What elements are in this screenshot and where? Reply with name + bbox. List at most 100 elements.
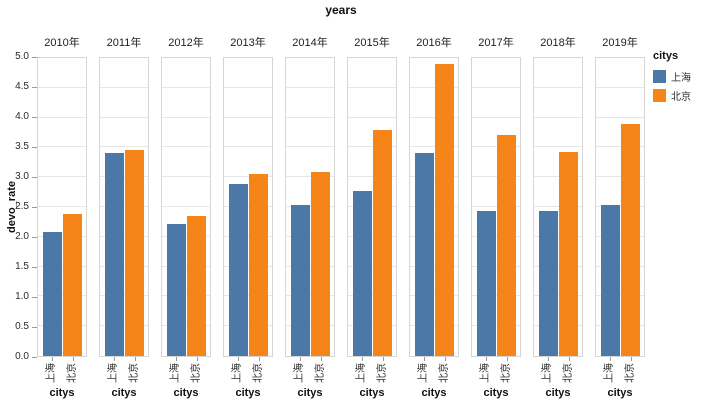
x-tick-label: 上海 <box>418 363 429 383</box>
plot-panel <box>471 57 521 357</box>
x-tick-labels: 上海 北京 <box>223 357 273 387</box>
y-tick-label: 1.0 <box>15 291 29 302</box>
bar-shanghai <box>477 211 496 356</box>
y-tick-mark <box>32 357 37 358</box>
x-tick-label: 北京 <box>625 363 636 383</box>
gridline <box>596 176 644 178</box>
x-tick-mark <box>507 357 508 361</box>
y-tick-label: 4.0 <box>15 111 29 122</box>
y-tick-mark <box>32 327 37 328</box>
x-tick-label: 北京 <box>67 363 78 383</box>
x-tick-label: 上海 <box>170 363 181 383</box>
x-axis-title: citys <box>235 387 261 399</box>
gridline <box>100 146 148 148</box>
facet-header-label: 2015年 <box>354 37 390 49</box>
gridline <box>286 176 334 178</box>
x-axis-title: citys <box>297 387 323 399</box>
x-tick-label: 北京 <box>377 363 388 383</box>
x-tick-mark <box>114 357 115 361</box>
gridline <box>596 86 644 88</box>
gridline <box>38 146 86 148</box>
facet-header-label: 2013年 <box>230 37 266 49</box>
x-tick-mark <box>631 357 632 361</box>
gridline <box>38 86 86 88</box>
gridline <box>410 116 458 118</box>
gridline <box>162 325 210 327</box>
x-tick-label: 上海 <box>108 363 119 383</box>
legend-item: 北京 <box>653 88 701 103</box>
facet-header-label: 2014年 <box>292 37 328 49</box>
x-axis-title: citys <box>111 387 137 399</box>
facet-panel: 2010年 上海 北京 citys <box>37 25 87 403</box>
x-tick-mark <box>73 357 74 361</box>
bar-beijing <box>125 150 144 356</box>
facet-header-label: 2019年 <box>602 37 638 49</box>
bar-shanghai <box>539 210 558 356</box>
bar-beijing <box>187 215 206 356</box>
gridline <box>286 146 334 148</box>
bar-beijing <box>621 124 640 356</box>
x-tick-mark <box>135 357 136 361</box>
gridline <box>38 295 86 297</box>
bar-shanghai <box>291 205 310 356</box>
gridline <box>534 325 582 327</box>
legend-title: citys <box>653 50 679 62</box>
x-tick-mark <box>362 357 363 361</box>
bar-beijing <box>249 173 268 356</box>
x-tick-label: 上海 <box>46 363 57 383</box>
y-tick-mark <box>32 207 37 208</box>
gridline <box>534 146 582 148</box>
x-tick-mark <box>300 357 301 361</box>
y-tick-label: 2.0 <box>15 231 29 242</box>
bar-beijing <box>311 172 330 356</box>
gridline <box>472 206 520 207</box>
gridline <box>162 206 210 207</box>
gridline <box>38 235 86 237</box>
x-tick-mark <box>321 357 322 361</box>
x-tick-mark <box>176 357 177 361</box>
gridline <box>534 176 582 178</box>
x-tick-label: 上海 <box>232 363 243 383</box>
plot-panel <box>347 57 397 357</box>
x-axis-title: citys <box>173 387 199 399</box>
x-tick-label: 北京 <box>563 363 574 383</box>
x-tick-labels: 上海 北京 <box>37 357 87 387</box>
y-tick-label: 0.5 <box>15 321 29 332</box>
gridline <box>162 146 210 148</box>
gridline <box>472 116 520 118</box>
facet-panel: 2016年 上海 北京 citys <box>409 25 459 403</box>
y-tick-label: 1.5 <box>15 261 29 272</box>
y-tick-mark <box>32 267 37 268</box>
gridline <box>224 325 272 327</box>
facet-panel: 2012年 上海 北京 citys <box>161 25 211 403</box>
plot-panel <box>37 57 87 357</box>
gridline <box>100 86 148 88</box>
x-tick-mark <box>548 357 549 361</box>
facet-header-label: 2012年 <box>168 37 204 49</box>
gridline <box>100 325 148 327</box>
gridline <box>100 295 148 297</box>
gridline <box>410 265 458 267</box>
gridline <box>38 325 86 327</box>
gridline <box>286 206 334 207</box>
bar-shanghai <box>229 184 248 356</box>
plot-panel <box>533 57 583 357</box>
x-tick-labels: 上海 北京 <box>471 357 521 387</box>
facet-panel: 2013年 上海 北京 citys <box>223 25 273 403</box>
gridline <box>286 116 334 118</box>
facet-header-label: 2017年 <box>478 37 514 49</box>
gridline <box>100 116 148 118</box>
x-tick-label: 上海 <box>356 363 367 383</box>
gridline <box>286 295 334 297</box>
bar-shanghai <box>105 153 124 356</box>
legend-item-label: 上海 <box>671 73 691 84</box>
gridline <box>100 265 148 267</box>
bar-shanghai <box>353 190 372 356</box>
x-tick-label: 北京 <box>253 363 264 383</box>
legend-item-label: 北京 <box>671 92 691 103</box>
x-axis-title: citys <box>359 387 385 399</box>
gridline <box>596 146 644 148</box>
x-tick-mark <box>259 357 260 361</box>
facet-row: 2010年 上海 北京 citys 2011年 上海 北京 citys 2012年 上海 北京 cit… <box>37 25 645 403</box>
plot-panel <box>409 57 459 357</box>
